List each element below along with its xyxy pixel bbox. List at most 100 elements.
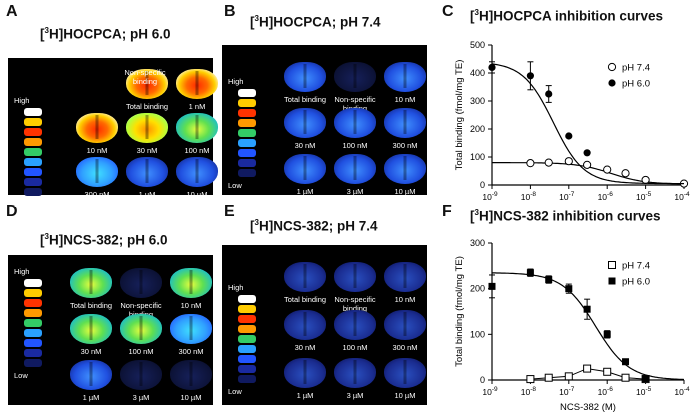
scale-step — [24, 349, 42, 357]
brain-section: 10 nM — [372, 257, 438, 317]
brain-section: Total binding — [272, 57, 338, 117]
panel-f-title: [3H]NCS-382 inhibition curves — [470, 208, 661, 224]
data-point — [526, 375, 535, 384]
data-point — [603, 367, 612, 376]
brain-section-image — [126, 69, 168, 99]
brain-section-image — [120, 360, 162, 390]
brain-section: 3 µM — [108, 355, 174, 415]
x-tick-label: 10-5 — [636, 386, 652, 397]
x-tick-label: 10-9 — [482, 386, 498, 397]
scale-step — [24, 138, 42, 146]
autoradiograph-a: Total binding 1 nM 10 nM 30 nM 100 nM 300 nM 1… — [8, 58, 218, 209]
brain-section: 1 µM — [58, 355, 124, 415]
x-tick-label: 10-8 — [521, 191, 537, 200]
brain-section-image — [120, 314, 162, 344]
fit-curve — [491, 63, 684, 185]
brain-section-image — [176, 157, 218, 187]
brain-section-image — [120, 268, 162, 298]
y-tick-label: 0 — [480, 375, 485, 385]
legend-label: pH 6.0 — [622, 79, 650, 90]
brain-section: Non-specific binding — [322, 257, 388, 317]
panel-letter-e: E — [224, 203, 235, 220]
scale-step — [24, 309, 42, 317]
section-label: 3 µM — [346, 391, 364, 400]
x-tick-label: 10-5 — [636, 191, 652, 200]
scale-low-label: Low — [228, 387, 242, 396]
scale-step — [238, 99, 256, 107]
brain-section-image — [70, 268, 112, 298]
section-label: 1 µM — [82, 393, 100, 402]
panel-letter-c: C — [442, 3, 454, 20]
y-tick-label: 400 — [470, 68, 485, 78]
brain-section: 10 nM — [372, 57, 438, 117]
brain-section-image — [384, 108, 426, 138]
section-label: 100 nM — [128, 347, 154, 356]
brain-section-image — [384, 262, 426, 292]
panel-letter-a: A — [6, 3, 18, 20]
scale-step — [238, 295, 256, 303]
scale-step — [238, 139, 256, 147]
section-label: Total binding — [283, 295, 327, 304]
scale-high-label: High — [14, 267, 30, 276]
section-label: 100 nM — [184, 146, 210, 155]
data-point — [583, 160, 592, 169]
scale-step — [24, 339, 42, 347]
x-tick-label: 10-6 — [598, 191, 614, 200]
brain-section-image — [384, 358, 426, 388]
brain-section-image — [284, 310, 326, 340]
legend-label: pH 7.4 — [622, 63, 650, 74]
brain-section-image — [70, 314, 112, 344]
y-tick-label: 0 — [480, 180, 485, 190]
data-point — [564, 157, 573, 166]
panel-a-title: [3H]HOCPCA; pH 6.0 — [40, 26, 171, 42]
section-label: 1 µM — [138, 190, 156, 199]
x-axis-label: NCS-382 (M) — [560, 402, 616, 413]
section-label: 10 nM — [394, 95, 416, 104]
section-label: Total binding — [125, 102, 169, 111]
section-label: 10 nM — [180, 301, 202, 310]
brain-section: 10 nM — [158, 263, 224, 323]
data-point — [583, 149, 591, 157]
data-point — [641, 175, 650, 185]
brain-section-image — [284, 262, 326, 292]
legend-label: pH 7.4 — [622, 261, 650, 272]
section-label: 3 µM — [346, 187, 364, 196]
panel-b-title: [3H]HOCPCA; pH 7.4 — [250, 14, 381, 30]
brain-section: 30 nM — [272, 103, 338, 163]
brain-section-image — [76, 157, 118, 187]
section-label: 300 nM — [392, 343, 418, 352]
section-label: 30 nM — [80, 347, 102, 356]
brain-section: 10 µM — [372, 149, 438, 209]
x-tick-label: 10-8 — [521, 386, 537, 397]
scale-step — [238, 109, 256, 117]
brain-section-image — [170, 268, 212, 298]
brain-section-image — [170, 314, 212, 344]
data-point — [642, 375, 650, 383]
chart-c-hocpca: 0 100 200 300 400 500 10-9 10-8 10-7 10-6 10-5 10-4… — [454, 40, 690, 200]
brain-section: 1 nM — [164, 64, 230, 124]
panel-e-title: [3H]NCS-382; pH 7.4 — [250, 218, 378, 234]
brain-section: Total binding — [272, 257, 338, 317]
x-tick-label: 10-6 — [598, 386, 614, 397]
scale-step — [238, 375, 256, 383]
brain-section-image — [126, 157, 168, 187]
data-point — [544, 158, 553, 167]
y-tick-label: 100 — [470, 329, 485, 339]
y-tick-label: 100 — [470, 152, 485, 162]
data-point — [488, 282, 496, 290]
scale-step — [24, 359, 42, 367]
brain-section: 30 nM — [58, 309, 124, 369]
section-label: 30 nM — [136, 146, 158, 155]
scale-step — [24, 118, 42, 126]
panel-d-title: [3H]NCS-382; pH 6.0 — [40, 232, 168, 248]
y-tick-label: 300 — [470, 96, 485, 106]
brain-section: 100 nM — [108, 309, 174, 369]
scale-step — [238, 129, 256, 137]
legend-marker — [608, 79, 616, 87]
brain-section-image — [176, 69, 218, 99]
data-point — [545, 90, 553, 98]
section-label: 30 nM — [294, 343, 316, 352]
scale-step — [238, 305, 256, 313]
section-label-non-specific: Non-specific binding — [124, 68, 166, 86]
